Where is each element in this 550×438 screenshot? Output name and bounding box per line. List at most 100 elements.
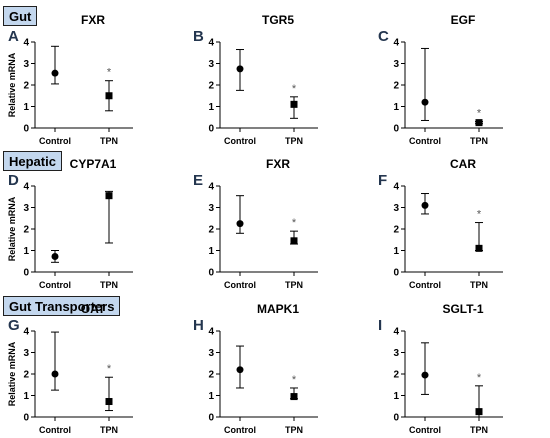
panel-h-x-tick-label: TPN bbox=[285, 425, 303, 435]
panel-b-y-tick-label: 1 bbox=[208, 102, 214, 113]
panel-a-x-tick-label: Control bbox=[39, 136, 71, 146]
panel-a-tpn-point bbox=[105, 92, 113, 100]
panel-d-letter: D bbox=[8, 172, 19, 189]
panel-d-control-point bbox=[51, 253, 59, 261]
panel-a-y-tick-label: 3 bbox=[23, 59, 29, 70]
panel-h-y-tick-label: 0 bbox=[208, 413, 214, 424]
panel-g-tpn-point bbox=[105, 398, 113, 406]
panel-h-y-tick-label: 1 bbox=[208, 391, 214, 402]
panel-d-ylabel: Relative mRNA bbox=[7, 196, 17, 261]
panel-e-y-tick-label: 3 bbox=[208, 203, 214, 214]
panel-h-x-tick-label: Control bbox=[224, 425, 256, 435]
panel-b-tpn-point bbox=[290, 100, 298, 108]
panel-d-y-tick-label: 1 bbox=[23, 246, 29, 257]
panel-h-tpn-point bbox=[290, 393, 298, 401]
panel-f-tpn-significance: * bbox=[477, 209, 482, 221]
panel-g-y-tick-label: 4 bbox=[23, 327, 29, 338]
panel-i-tpn-point bbox=[475, 408, 483, 416]
panel-d-y-tick-label: 4 bbox=[23, 182, 29, 193]
panel-g-tpn-significance: * bbox=[107, 363, 112, 375]
panel-b-tpn-significance: * bbox=[292, 83, 297, 95]
panel-h-y-tick-label: 3 bbox=[208, 348, 214, 359]
panel-i-y-tick-label: 4 bbox=[393, 327, 399, 338]
panel-i-y-tick-label: 2 bbox=[393, 370, 399, 381]
panel-c-x-tick-label: Control bbox=[409, 136, 441, 146]
panel-f-control-point bbox=[421, 201, 429, 209]
panel-c-tpn-significance: * bbox=[477, 108, 482, 120]
panel-e-control-point bbox=[236, 220, 244, 228]
panel-e-x-tick-label: TPN bbox=[285, 280, 303, 290]
panel-c-y-tick-label: 3 bbox=[393, 59, 399, 70]
panel-i-x-tick-label: Control bbox=[409, 425, 441, 435]
panel-h-title: MAPK1 bbox=[257, 302, 299, 316]
panel-f-y-tick-label: 1 bbox=[393, 246, 399, 257]
panel-b-control-point bbox=[236, 65, 244, 73]
panel-a-ylabel: Relative mRNA bbox=[7, 52, 17, 117]
panel-c-tpn-point bbox=[475, 119, 483, 127]
panel-b-y-tick-label: 3 bbox=[208, 59, 214, 70]
panel-i-x-tick-label: TPN bbox=[470, 425, 488, 435]
panel-a-control-point bbox=[51, 69, 59, 77]
panel-a-y-tick-label: 2 bbox=[23, 81, 29, 92]
panel-h-letter: H bbox=[193, 317, 204, 334]
panel-c-x-tick-label: TPN bbox=[470, 136, 488, 146]
panel-f-y-tick-label: 0 bbox=[393, 268, 399, 279]
panel-a-y-tick-label: 0 bbox=[23, 124, 29, 135]
section-label-gut-transporters: Gut Transporters bbox=[3, 296, 121, 316]
section-label-hepatic: Hepatic bbox=[3, 151, 62, 171]
panel-d-y-tick-label: 3 bbox=[23, 203, 29, 214]
panel-b-letter: B bbox=[193, 28, 204, 45]
panel-c-y-tick-label: 2 bbox=[393, 81, 399, 92]
panel-a-title: FXR bbox=[81, 13, 105, 27]
panel-i-title: SGLT-1 bbox=[442, 302, 483, 316]
panel-b-y-tick-label: 2 bbox=[208, 81, 214, 92]
panel-a-x-tick-label: TPN bbox=[100, 136, 118, 146]
panel-e-letter: E bbox=[193, 172, 203, 189]
panel-i-control-point bbox=[421, 371, 429, 379]
section-label-gut: Gut bbox=[3, 6, 38, 26]
panel-g-control-point bbox=[51, 370, 59, 378]
panel-d-y-tick-label: 0 bbox=[23, 268, 29, 279]
panel-c-y-tick-label: 1 bbox=[393, 102, 399, 113]
panel-b-y-tick-label: 0 bbox=[208, 124, 214, 135]
panel-g-y-tick-label: 2 bbox=[23, 370, 29, 381]
panel-a-tpn-significance: * bbox=[107, 67, 112, 79]
panel-f-title: CAR bbox=[450, 157, 476, 171]
panel-a-y-tick-label: 4 bbox=[23, 38, 29, 49]
panel-g-y-tick-label: 0 bbox=[23, 413, 29, 424]
panel-h-y-tick-label: 4 bbox=[208, 327, 214, 338]
panel-e-x-tick-label: Control bbox=[224, 280, 256, 290]
panel-g-y-tick-label: 1 bbox=[23, 391, 29, 402]
panel-d-x-tick-label: Control bbox=[39, 280, 71, 290]
panel-e-y-tick-label: 1 bbox=[208, 246, 214, 257]
panel-i-y-tick-label: 3 bbox=[393, 348, 399, 359]
panel-b-x-tick-label: Control bbox=[224, 136, 256, 146]
panel-e-tpn-significance: * bbox=[292, 217, 297, 229]
panel-f-y-tick-label: 3 bbox=[393, 203, 399, 214]
panel-g-title: OAT bbox=[81, 302, 106, 316]
panel-d-y-tick-label: 2 bbox=[23, 225, 29, 236]
panel-e-tpn-point bbox=[290, 237, 298, 245]
panel-h-tpn-significance: * bbox=[292, 374, 297, 386]
panel-c-y-tick-label: 4 bbox=[393, 38, 399, 49]
panel-i-y-tick-label: 0 bbox=[393, 413, 399, 424]
panel-e-title: FXR bbox=[266, 157, 290, 171]
panel-e-y-tick-label: 2 bbox=[208, 225, 214, 236]
panel-i-y-tick-label: 1 bbox=[393, 391, 399, 402]
panel-d-title: CYP7A1 bbox=[70, 157, 117, 171]
panel-i-letter: I bbox=[378, 317, 382, 334]
panel-d-tpn-point bbox=[105, 192, 113, 200]
panel-e-y-tick-label: 0 bbox=[208, 268, 214, 279]
panel-f-x-tick-label: TPN bbox=[470, 280, 488, 290]
panel-h-y-tick-label: 2 bbox=[208, 370, 214, 381]
panel-b-x-tick-label: TPN bbox=[285, 136, 303, 146]
panel-f-x-tick-label: Control bbox=[409, 280, 441, 290]
panel-h-control-point bbox=[236, 366, 244, 374]
panel-g-x-tick-label: TPN bbox=[100, 425, 118, 435]
panel-c-y-tick-label: 0 bbox=[393, 124, 399, 135]
panel-g-letter: G bbox=[8, 317, 20, 334]
panel-g-y-tick-label: 3 bbox=[23, 348, 29, 359]
panel-c-control-point bbox=[421, 98, 429, 106]
panel-b-y-tick-label: 4 bbox=[208, 38, 214, 49]
